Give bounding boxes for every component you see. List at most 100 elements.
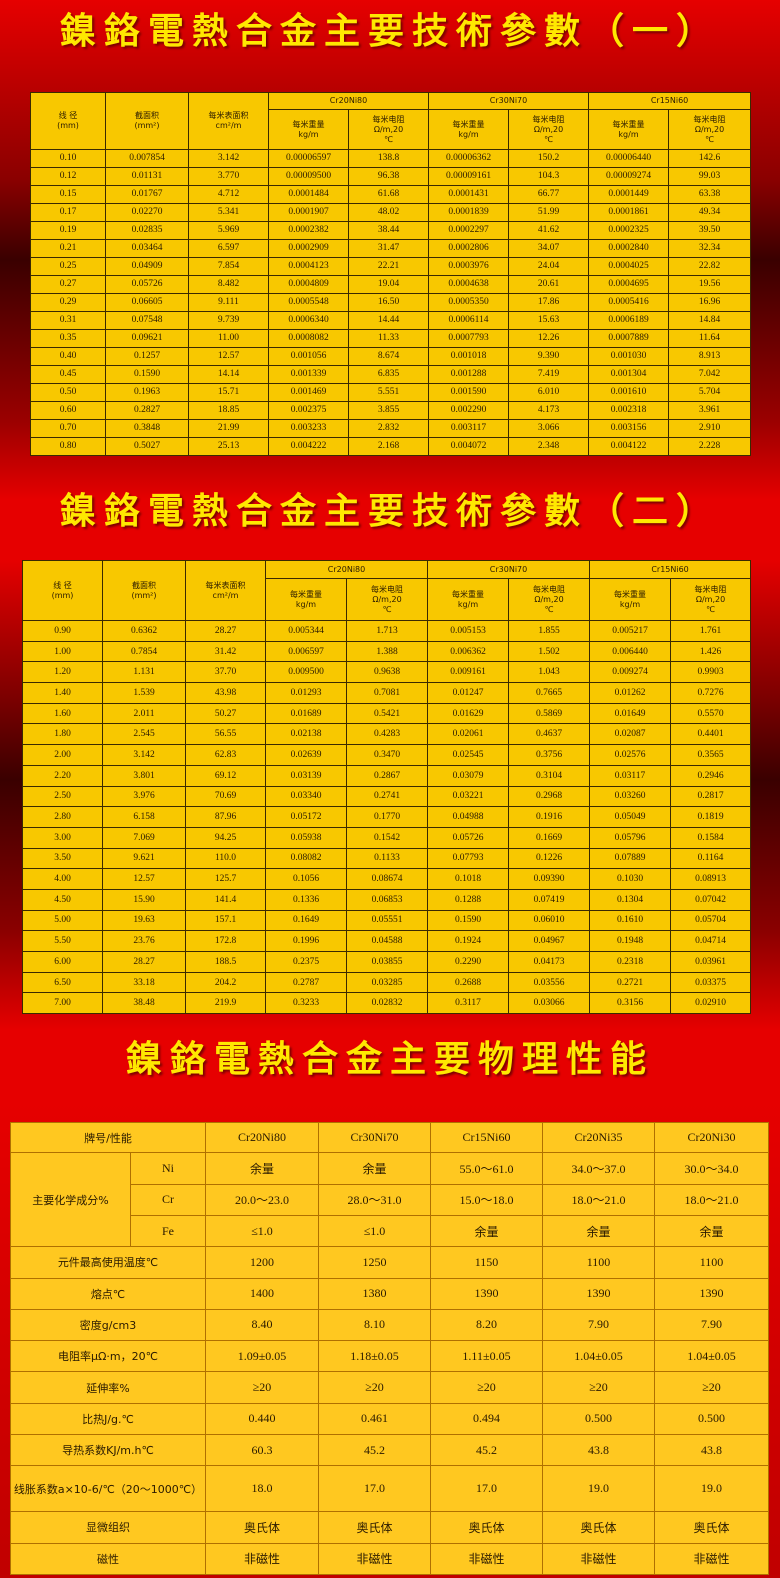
cell: 0.2817 [670, 785, 752, 808]
cell: 38.48 [102, 992, 186, 1015]
header-cell: Cr20Ni30 [654, 1121, 769, 1154]
cell: 0.03066 [508, 992, 591, 1015]
cell: 0.1924 [427, 930, 510, 952]
cell: 1.131 [102, 661, 186, 684]
cell: 5.341 [188, 202, 269, 222]
cell: 3.801 [102, 764, 186, 787]
cell: 0.001590 [428, 382, 510, 402]
cell: 9.390 [508, 346, 590, 366]
cell: 0.5027 [105, 436, 189, 456]
cell: 1390 [654, 1277, 769, 1310]
cell: 0.02835 [105, 220, 189, 240]
data-row: 2.50 3.976 70.69 0.03340 0.2741 0.03221 0.2968… [22, 785, 752, 808]
cell: 0.05796 [589, 826, 672, 849]
cell: 0.1336 [265, 888, 347, 911]
cell: 0.001610 [588, 382, 670, 402]
cell: 22.82 [668, 256, 752, 276]
properties-table: 牌号/性能 Cr20Ni80 Cr30Ni70 Cr15Ni60 Cr20Ni35 Cr2… [10, 1121, 769, 1576]
cell: 60.3 [205, 1434, 319, 1467]
data-row: 3.50 9.621 110.0 0.08082 0.1133 0.07793 0.1226… [22, 847, 752, 870]
cell: 0.003117 [428, 418, 510, 438]
cell: 0.7276 [670, 682, 752, 704]
cell: 1.09±0.05 [205, 1340, 319, 1373]
cell: 55.0～61.0 [430, 1152, 543, 1185]
cell: 0.1649 [265, 909, 347, 932]
cell: 16.50 [347, 292, 430, 312]
cell: 0.60 [30, 400, 106, 420]
cell: 6.835 [347, 364, 430, 384]
cell: 0.001304 [588, 364, 670, 384]
cell: 104.3 [508, 166, 590, 186]
row-label: 显微组织 [10, 1511, 206, 1544]
cell: 11.00 [188, 328, 269, 348]
cell: 32.34 [668, 238, 752, 258]
cell: 1100 [542, 1246, 655, 1279]
cell: 0.500 [542, 1402, 655, 1436]
cell: 3.50 [22, 847, 103, 870]
cell: 0.1304 [589, 888, 672, 911]
cell: 0.004222 [268, 436, 349, 456]
row-label: 磁性 [10, 1542, 206, 1576]
cell: 0.00009500 [268, 166, 349, 186]
cell: 34.07 [508, 238, 590, 258]
data-row: 0.12 0.01131 3.770 0.00009500 96.38 0.0000916… [30, 166, 752, 186]
cell: 0.02138 [265, 723, 347, 746]
cell: 0.002318 [588, 400, 670, 420]
cell: 非磁性 [542, 1542, 655, 1576]
cell: 0.007854 [105, 148, 189, 168]
cell: 8.913 [668, 346, 752, 366]
cell: 0.0002806 [428, 238, 510, 258]
header-cell: Cr20Ni80 [205, 1121, 319, 1154]
cell: 37.70 [185, 661, 266, 684]
cell: 1150 [430, 1246, 543, 1279]
cell: 4.50 [22, 888, 103, 911]
cell: 0.1056 [265, 868, 347, 890]
cell: 0.31 [30, 310, 106, 330]
cell: 0.06605 [105, 292, 189, 312]
data-row: 0.31 0.07548 9.739 0.0006340 14.44 0.0006114 1… [30, 310, 752, 330]
data-row: 2.20 3.801 69.12 0.03139 0.2867 0.03079 0.3104… [22, 764, 752, 787]
cell: 4.00 [22, 868, 103, 890]
cell: 11.64 [668, 328, 752, 348]
cell: 0.009500 [265, 661, 347, 684]
cell: 1.043 [508, 661, 591, 684]
cell: 0.2741 [345, 785, 429, 808]
cell: 0.03556 [508, 971, 591, 994]
header-cell: 线 径 (mm) [30, 92, 106, 150]
cell: 0.0002840 [588, 238, 670, 258]
cell: 25.13 [188, 436, 269, 456]
cell: 0.3233 [265, 992, 347, 1015]
cell: 4.712 [188, 184, 269, 204]
cell: 0.3104 [508, 764, 591, 787]
cell: 0.7665 [508, 682, 591, 704]
cell: 0.00009274 [588, 166, 670, 186]
cell: 1.11±0.05 [430, 1340, 543, 1373]
cell: 0.90 [22, 620, 103, 642]
cell: 0.0005350 [428, 292, 510, 312]
header-row: 牌号/性能 Cr20Ni80 Cr30Ni70 Cr15Ni60 Cr20Ni35 Cr2… [10, 1121, 769, 1154]
cell: 1.20 [22, 661, 103, 684]
cell: 0.001030 [588, 346, 670, 366]
data-row: 0.21 0.03464 6.597 0.0002909 31.47 0.0002806 3… [30, 238, 752, 258]
cell: 0.002290 [428, 400, 510, 420]
cell: 20.0～23.0 [205, 1183, 319, 1216]
cell: 奥氏体 [430, 1511, 543, 1544]
group-header: Cr30Ni70 [428, 91, 590, 111]
cell: 0.04967 [508, 930, 591, 952]
chem-row: Cr 20.0～23.0 28.0～31.0 15.0～18.0 18.0～21.0 18… [11, 1183, 769, 1216]
cell: 0.003156 [588, 418, 670, 438]
cell: 0.03221 [427, 785, 510, 808]
group-header: Cr20Ni80 [267, 91, 430, 111]
cell: 17.86 [508, 292, 590, 312]
cell: 0.001288 [428, 364, 510, 384]
cell: 0.440 [205, 1402, 319, 1436]
cell: 余量 [205, 1152, 319, 1185]
cell: 0.461 [318, 1402, 431, 1436]
cell: 99.03 [668, 166, 752, 186]
cell: 96.38 [347, 166, 430, 186]
sub-header: 每米重量 kg/m [589, 578, 672, 621]
cell: 0.1610 [589, 909, 672, 932]
cell: 0.2290 [427, 951, 510, 973]
cell: 20.61 [508, 274, 590, 294]
